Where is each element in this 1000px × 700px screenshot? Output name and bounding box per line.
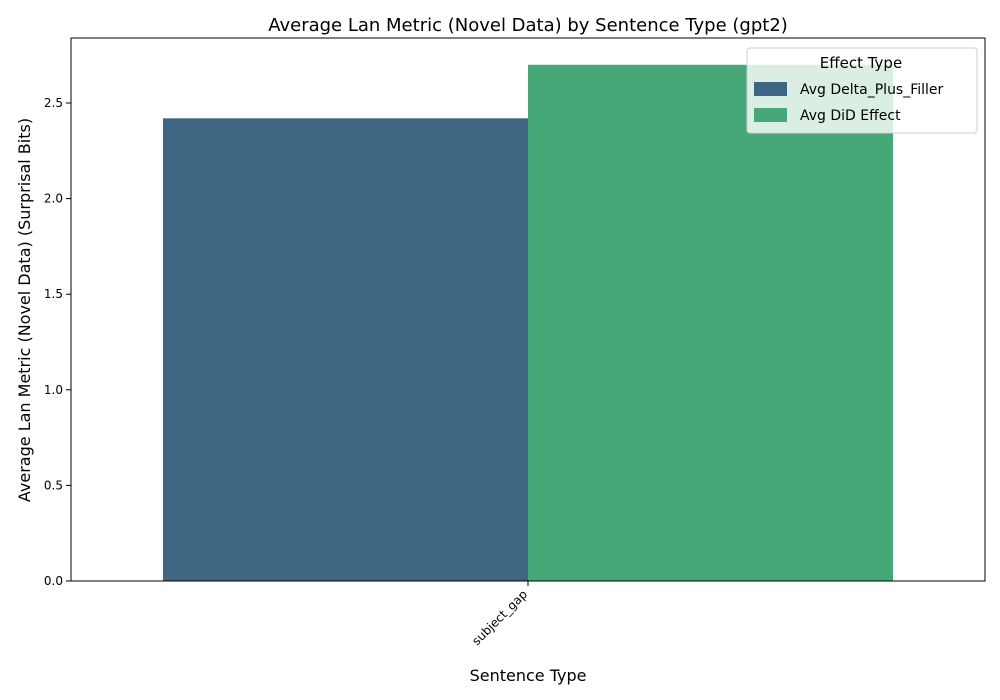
legend-title: Effect Type xyxy=(820,54,902,72)
legend-label-0: Avg Delta_Plus_Filler xyxy=(800,82,944,98)
y-tick-label-4: 2.0 xyxy=(44,192,63,206)
y-axis: 0.0 0.5 1.0 1.5 2.0 2.5 xyxy=(44,96,71,588)
x-axis: subject_gap xyxy=(469,581,530,648)
legend-label-1: Avg DiD Effect xyxy=(800,108,901,124)
legend: Effect Type Avg Delta_Plus_Filler Avg DiD… xyxy=(746,47,978,134)
legend-swatch-1 xyxy=(754,108,787,122)
x-tick-label-0: subject_gap xyxy=(469,587,530,648)
y-axis-label: Average Lan Metric (Novel Data) (Surpris… xyxy=(15,118,34,502)
legend-box xyxy=(746,47,978,134)
y-tick-label-5: 2.5 xyxy=(44,96,63,110)
y-tick-label-0: 0.0 xyxy=(44,574,63,588)
bar-subject_gap-series-0 xyxy=(163,118,528,581)
chart-title: Average Lan Metric (Novel Data) by Sente… xyxy=(268,15,788,36)
y-tick-label-3: 1.5 xyxy=(44,287,63,301)
plot-frame xyxy=(70,37,986,582)
bars-group xyxy=(163,64,893,582)
bar-subject_gap-series-1 xyxy=(528,64,893,582)
legend-swatch-0 xyxy=(754,82,787,96)
x-axis-label: Sentence Type xyxy=(470,666,587,685)
y-tick-label-2: 1.0 xyxy=(44,383,63,397)
y-tick-label-1: 0.5 xyxy=(44,478,63,492)
